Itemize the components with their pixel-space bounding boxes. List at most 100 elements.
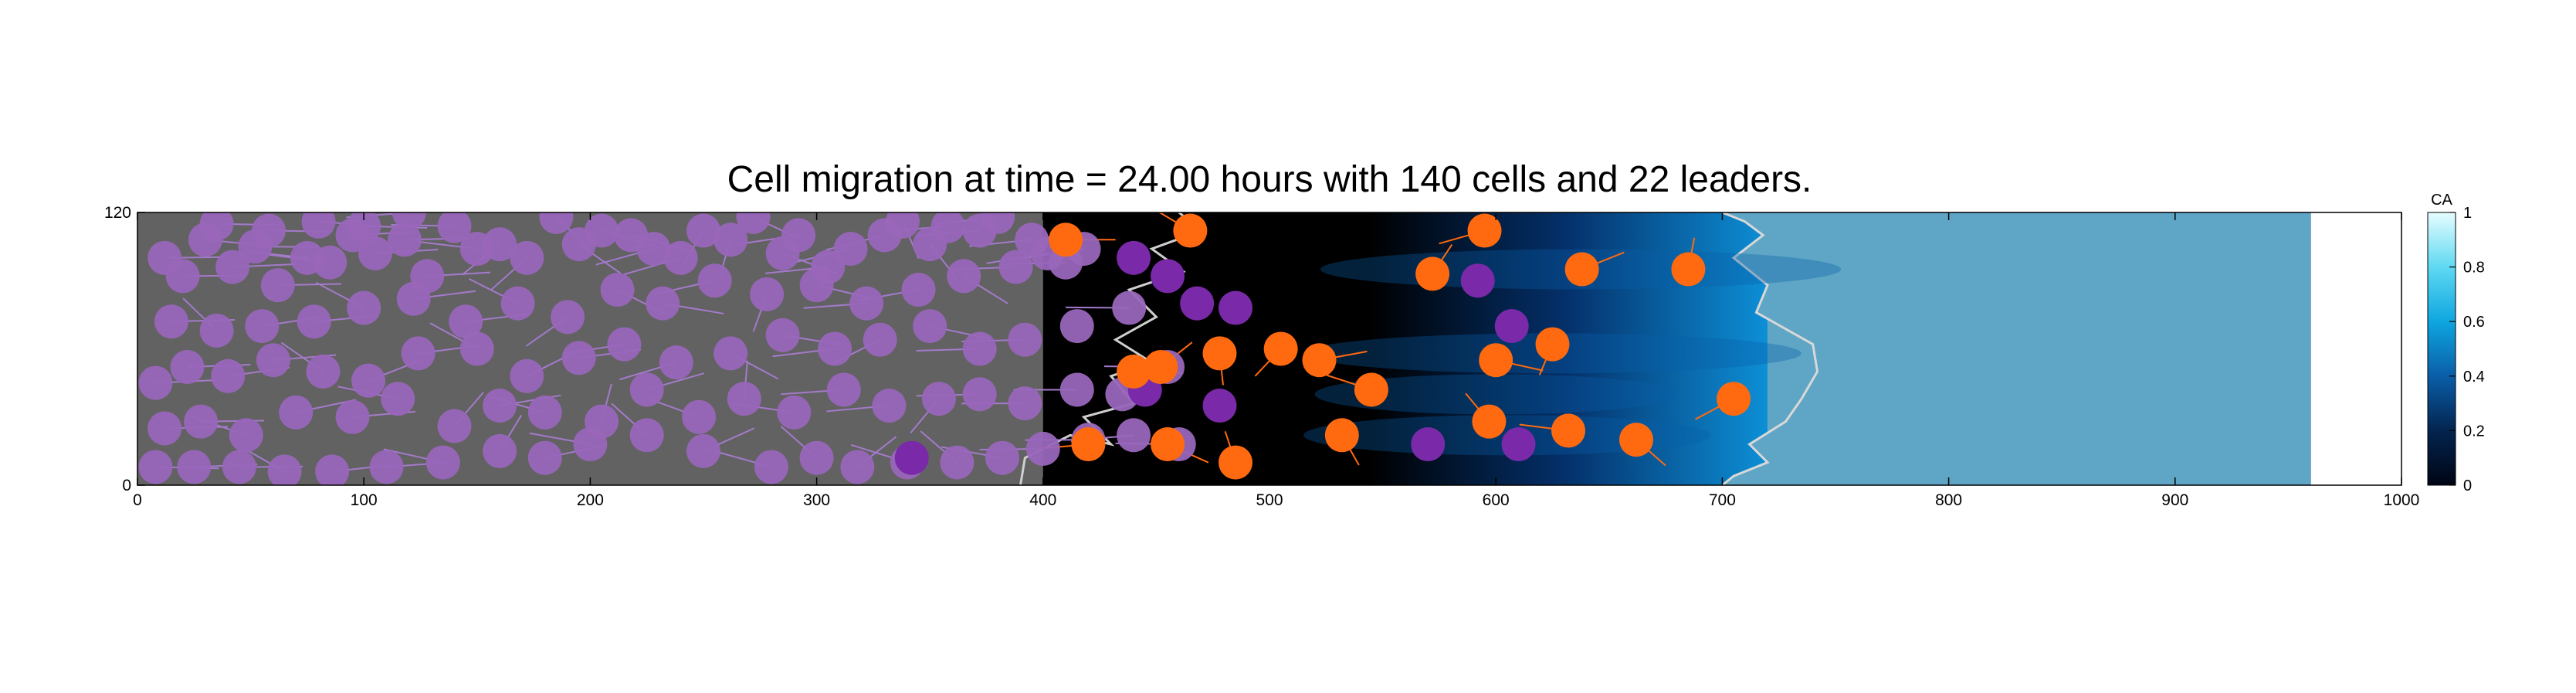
x-tick-label: 1000 (2384, 491, 2420, 509)
follower-cell (290, 240, 324, 275)
follower-cell (697, 263, 732, 298)
follower-cell (215, 250, 250, 284)
leader-cell (1415, 256, 1450, 291)
follower-cell (138, 450, 173, 484)
follower-cell (510, 240, 544, 275)
leader-cell (1144, 350, 1178, 385)
follower-cell (727, 382, 761, 416)
follower-cell (686, 433, 720, 468)
colorbar-tick-label: 1 (2463, 205, 2472, 222)
front-follower-cell (1494, 309, 1529, 344)
depletion-streak (1314, 374, 1677, 415)
follower-cell (301, 212, 336, 239)
follower-cell (998, 250, 1033, 284)
colorbar-ticks: 0 0.2 0.4 0.6 0.8 1 (2449, 205, 2485, 494)
colorbar-tick-label: 0 (2463, 477, 2472, 494)
follower-cell (1117, 418, 1151, 453)
leader-cell (1151, 427, 1185, 462)
front-follower-cell (1460, 263, 1495, 298)
follower-cell (401, 336, 436, 371)
follower-cell (713, 223, 748, 257)
follower-cell (713, 336, 748, 371)
leader-cell (1324, 418, 1359, 453)
follower-cell (872, 389, 907, 423)
x-tick-label: 300 (803, 491, 830, 509)
cells (138, 212, 1751, 485)
follower-cell (347, 290, 381, 325)
follower-cell (818, 331, 852, 366)
follower-cell (1059, 372, 1094, 407)
front-follower-cell (1117, 240, 1151, 275)
follower-cell (459, 331, 494, 366)
follower-cell (425, 445, 460, 480)
y-axis: 0 120 (104, 204, 145, 494)
follower-cell (222, 450, 256, 484)
follower-cell (279, 395, 314, 430)
follower-cell (437, 409, 472, 443)
follower-cell (483, 227, 517, 262)
follower-cell (483, 389, 517, 423)
leader-cell (1535, 327, 1570, 362)
follower-cell (585, 213, 619, 248)
colorbar-tick-label: 0.2 (2463, 423, 2485, 440)
follower-cell (306, 354, 341, 389)
follower-cell (510, 358, 544, 393)
follower-cell (500, 286, 535, 321)
follower-cell (358, 236, 392, 270)
follower-cell (539, 212, 574, 234)
follower-cell (636, 232, 671, 267)
follower-cell (381, 382, 415, 416)
follower-cell (245, 309, 280, 344)
front-follower-cell (1411, 427, 1446, 462)
leader-cell (1717, 382, 1751, 416)
front-follower-cell (1501, 427, 1536, 462)
follower-cell (347, 212, 381, 243)
follower-cell (833, 232, 868, 267)
follower-cell (551, 300, 585, 335)
leader-cell (1049, 223, 1083, 257)
follower-cell (600, 273, 635, 307)
leader-cell (1472, 404, 1507, 439)
follower-cell (754, 450, 788, 484)
leader-cell (1618, 423, 1653, 457)
colorbar-tick-label: 0.6 (2463, 314, 2485, 331)
follower-cell (199, 313, 234, 348)
follower-cell (297, 304, 331, 339)
follower-cell (1008, 386, 1042, 421)
follower-cell (449, 304, 483, 339)
x-tick-label: 500 (1256, 491, 1283, 509)
follower-cell (252, 213, 286, 248)
front-follower-cell (1151, 259, 1185, 294)
follower-cell (607, 327, 642, 362)
leader-cell (1117, 354, 1151, 389)
follower-cell (335, 399, 370, 434)
follower-cell (267, 454, 302, 485)
chart-title: Cell migration at time = 24.00 hours wit… (727, 159, 1812, 200)
front-follower-cell (1202, 389, 1237, 423)
leader-cell (1173, 213, 1208, 248)
follower-cell (629, 418, 664, 453)
follower-cell (315, 454, 350, 485)
follower-cell (663, 240, 698, 275)
follower-cell (147, 240, 182, 275)
follower-cell (901, 273, 936, 307)
leader-cell (1071, 427, 1106, 462)
follower-cell (260, 268, 295, 303)
follower-cell (840, 450, 875, 484)
x-tick-label: 0 (133, 491, 142, 509)
follower-cell (849, 286, 884, 321)
leader-cell (1354, 372, 1388, 407)
leader-cell (1302, 343, 1337, 378)
leader-cell (1202, 336, 1237, 371)
follower-cell (799, 440, 834, 475)
y-tick-label: 120 (104, 204, 131, 222)
colorbar-tick-label: 0.8 (2463, 260, 2485, 277)
follower-cell (777, 395, 812, 430)
follower-cell (962, 331, 997, 366)
x-tick-label: 600 (1483, 491, 1510, 509)
follower-cell (682, 399, 717, 434)
follower-cell (646, 286, 680, 321)
follower-cell (1025, 431, 1060, 466)
follower-cell (765, 318, 800, 352)
follower-cell (184, 404, 219, 439)
